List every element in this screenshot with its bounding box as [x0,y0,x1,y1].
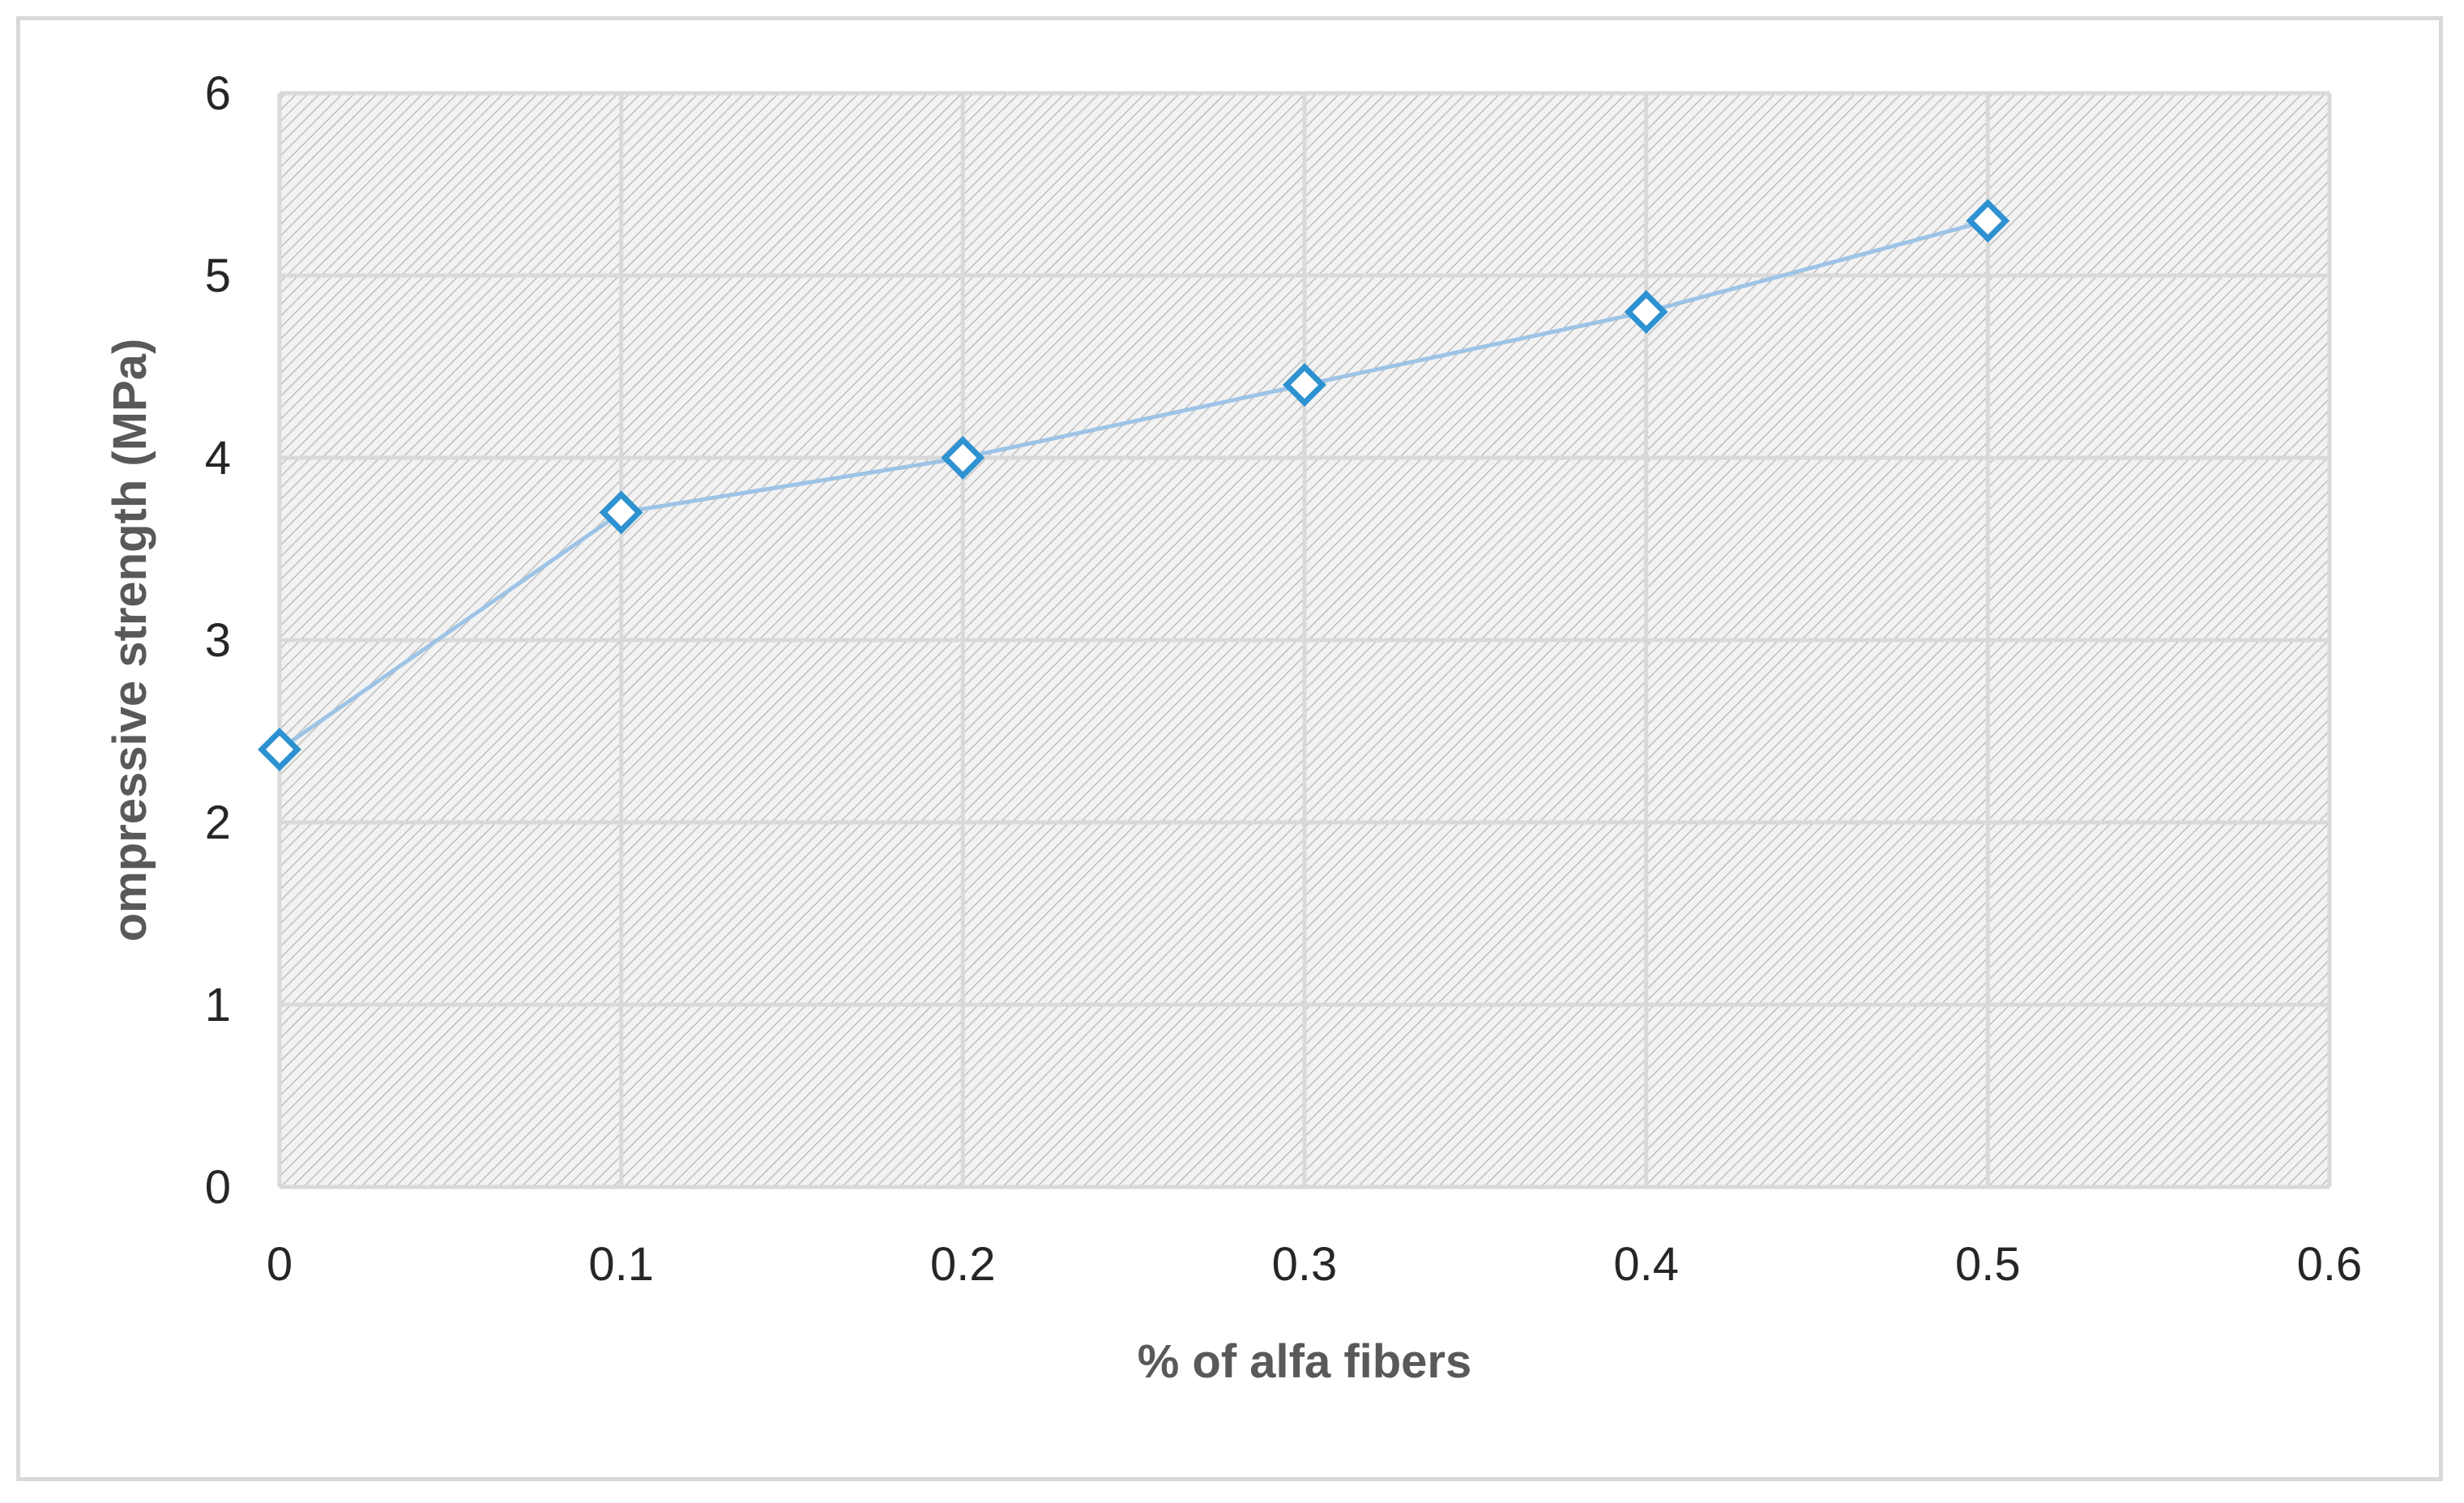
y-tick-label: 0 [205,1161,231,1214]
data-markers [258,199,2010,771]
grid [277,91,2332,1189]
y-tick-label: 3 [205,614,231,667]
x-tick-label: 0.5 [1955,1238,2021,1291]
data-point-marker [1624,290,1668,334]
y-tick-label: 1 [205,979,231,1031]
x-tick-label: 0.3 [1272,1238,1338,1291]
y-tick-label: 6 [205,67,231,120]
x-tick-label: 0.2 [930,1238,996,1291]
y-axis-ticks: 0 1 2 3 4 5 6 [205,67,231,1214]
x-tick-label: 0 [267,1238,293,1291]
x-axis-ticks: 0 0.1 0.2 0.3 0.4 0.5 0.6 [267,1238,2362,1291]
data-point-marker [599,490,643,535]
data-point-marker [258,728,301,771]
x-tick-label: 0.6 [2297,1238,2363,1291]
data-point-marker [1283,363,1326,407]
data-point-marker [1966,199,2010,243]
data-point-marker [941,436,985,480]
y-axis-title: ompressive strength (MPa) [104,339,156,942]
x-tick-label: 0.1 [588,1238,654,1291]
x-tick-label: 0.4 [1613,1238,1679,1291]
y-tick-label: 2 [205,796,231,849]
y-tick-label: 4 [205,432,231,485]
series-line [278,219,1988,752]
y-tick-label: 5 [205,250,231,302]
x-axis-title: % of alfa fibers [1138,1335,1472,1388]
